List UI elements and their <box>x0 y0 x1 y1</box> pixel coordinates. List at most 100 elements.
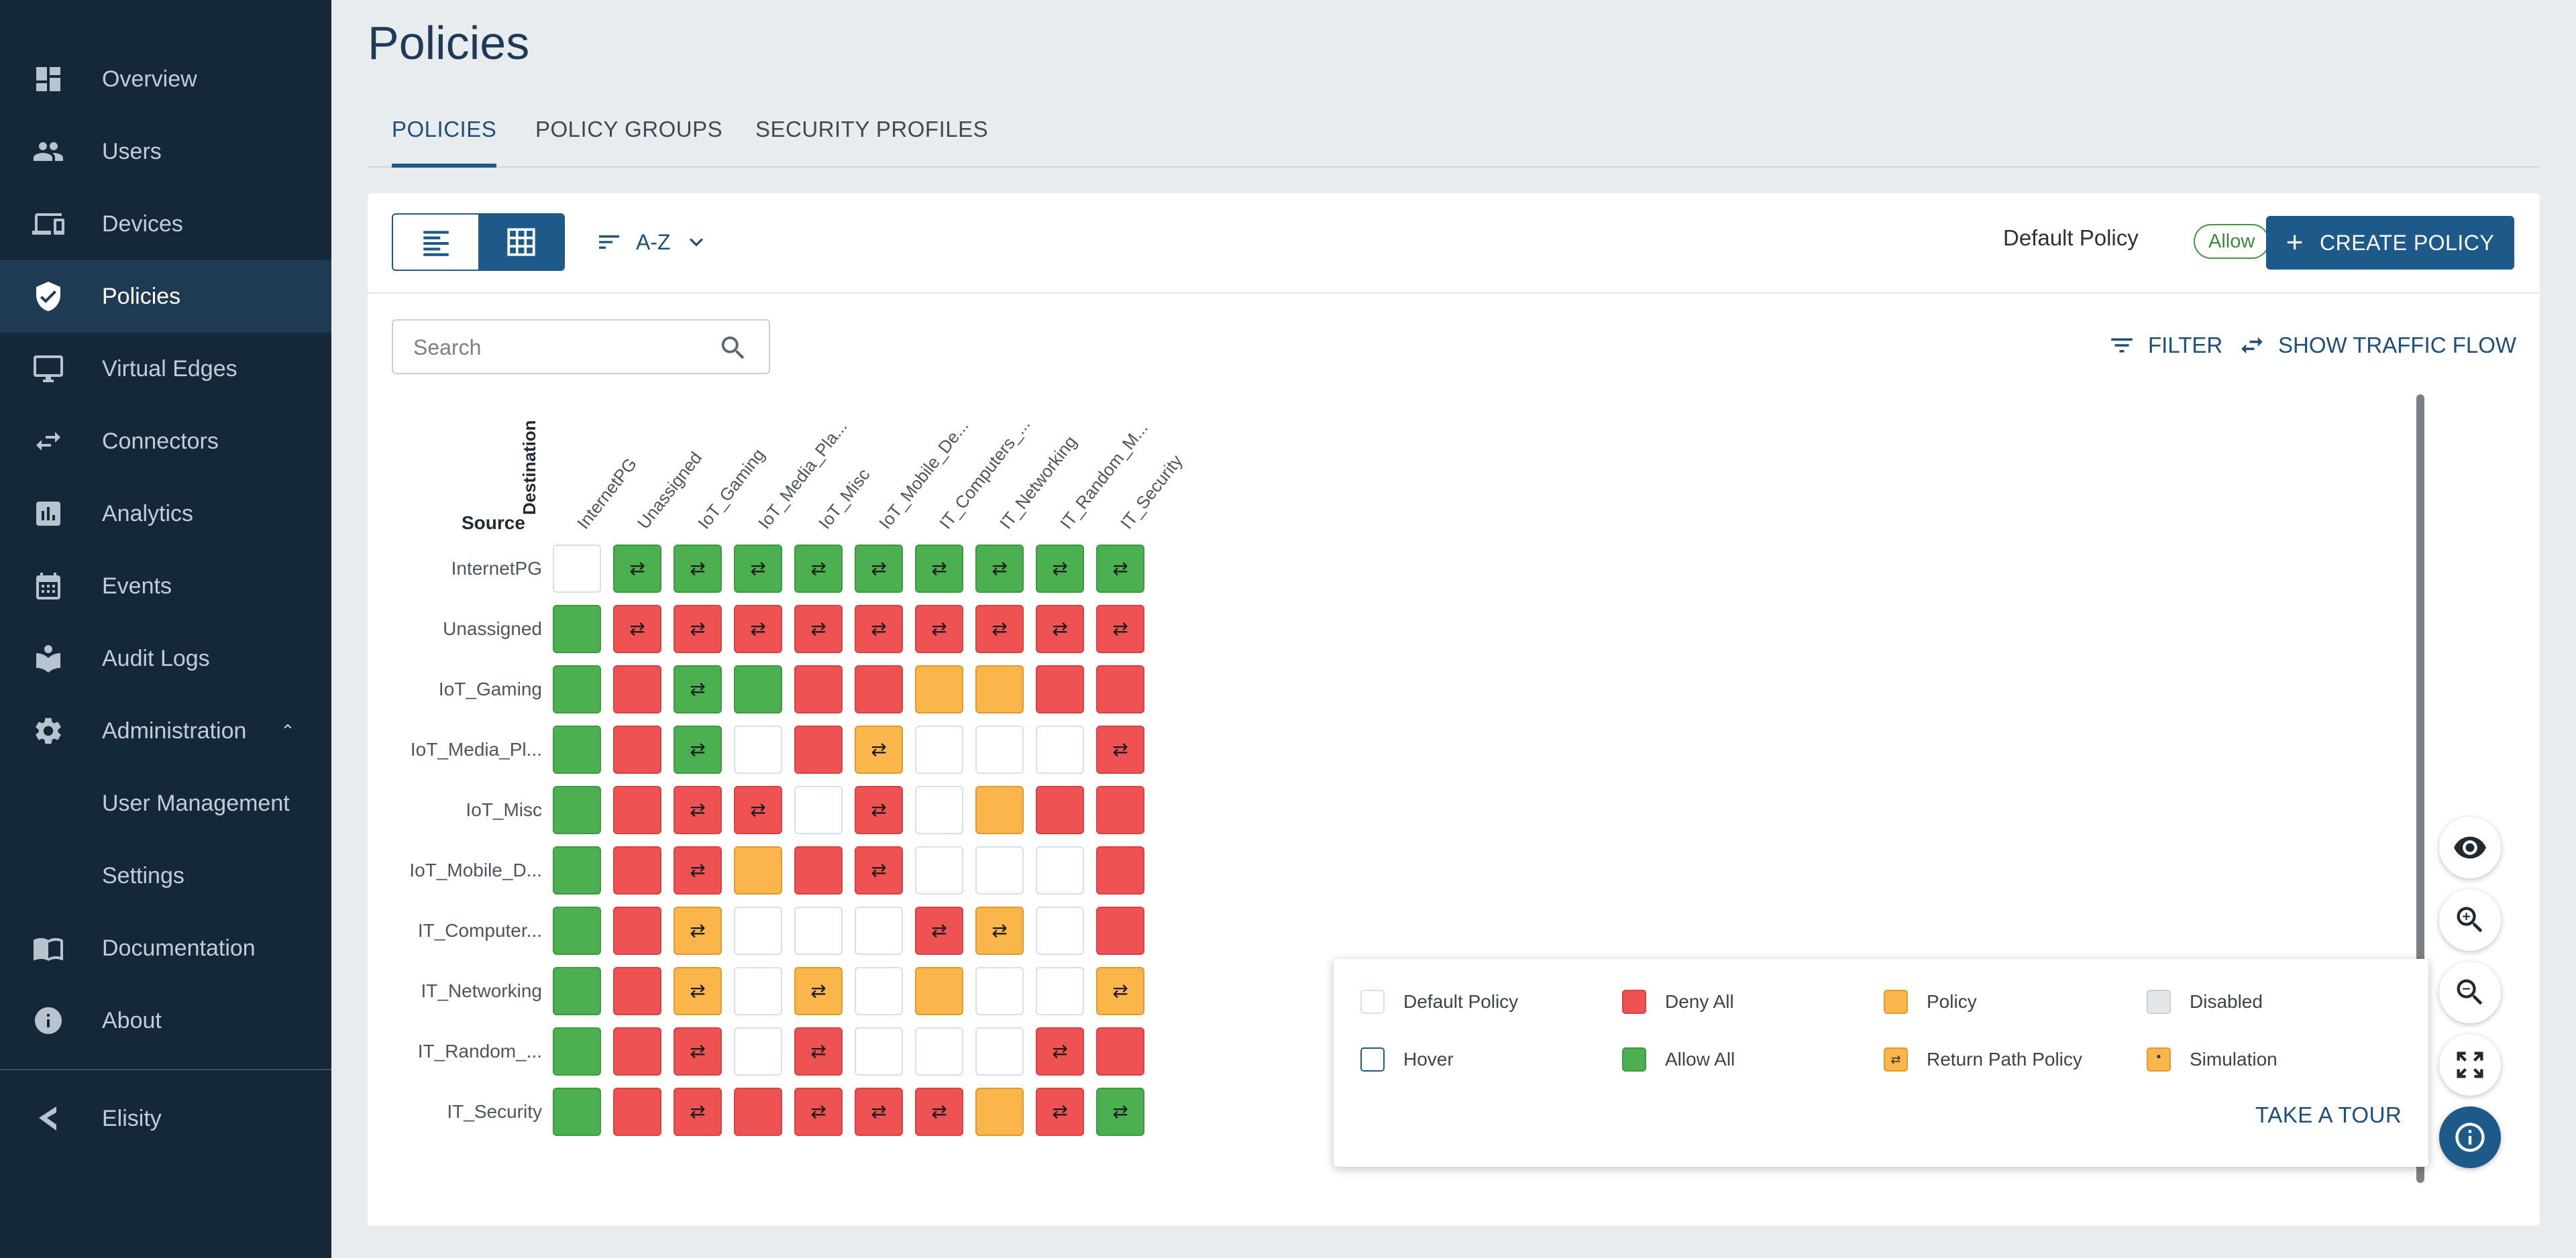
policy-cell[interactable] <box>734 726 782 774</box>
policy-cell[interactable]: ⇄ <box>674 846 722 895</box>
column-header[interactable]: IoT_Misc <box>814 464 874 533</box>
policy-cell[interactable]: ⇄ <box>855 545 903 593</box>
create-policy-button[interactable]: + CREATE POLICY <box>2266 216 2514 270</box>
policy-cell[interactable] <box>794 786 843 834</box>
policy-cell[interactable]: ⇄ <box>674 605 722 653</box>
policy-cell[interactable] <box>1096 1027 1144 1076</box>
policy-cell[interactable]: ⇄ <box>855 726 903 774</box>
policy-cell[interactable] <box>794 665 843 713</box>
policy-cell[interactable] <box>613 967 661 1015</box>
row-header[interactable]: IT_Networking <box>421 980 542 1001</box>
policy-cell[interactable]: ⇄ <box>674 967 722 1015</box>
policy-cell[interactable] <box>794 907 843 955</box>
info-button[interactable] <box>2439 1106 2501 1168</box>
policy-cell[interactable] <box>734 907 782 955</box>
sort-dropdown[interactable]: A-Z <box>596 224 710 260</box>
policy-cell[interactable]: ⇄ <box>794 1027 843 1076</box>
sidebar-item-analytics[interactable]: Analytics <box>0 477 331 550</box>
policy-cell[interactable] <box>613 1088 661 1136</box>
policy-cell[interactable] <box>975 726 1024 774</box>
sidebar-item-events[interactable]: Events <box>0 550 331 622</box>
policy-cell[interactable] <box>915 967 963 1015</box>
policy-cell[interactable]: ⇄ <box>1096 967 1144 1015</box>
sidebar-item-virtual-edges[interactable]: Virtual Edges <box>0 333 331 405</box>
row-header[interactable]: IT_Computer... <box>417 920 542 941</box>
policy-cell[interactable]: ⇄ <box>734 545 782 593</box>
policy-cell[interactable]: ⇄ <box>1036 1088 1084 1136</box>
policy-cell[interactable]: ⇄ <box>855 605 903 653</box>
policy-cell[interactable]: ⇄ <box>794 605 843 653</box>
policy-cell[interactable] <box>1036 726 1084 774</box>
policy-cell[interactable] <box>1036 846 1084 895</box>
sidebar-item-policies[interactable]: Policies <box>0 260 331 333</box>
policy-cell[interactable] <box>553 665 601 713</box>
filter-button[interactable]: FILTER <box>2108 331 2222 359</box>
policy-cell[interactable]: ⇄ <box>794 1088 843 1136</box>
policy-cell[interactable]: ⇄ <box>1096 1088 1144 1136</box>
policy-cell[interactable] <box>1036 665 1084 713</box>
policy-cell[interactable] <box>855 907 903 955</box>
policy-cell[interactable] <box>553 786 601 834</box>
search-icon[interactable] <box>718 333 749 363</box>
policy-cell[interactable] <box>915 846 963 895</box>
policy-cell[interactable] <box>975 967 1024 1015</box>
zoom-in-button[interactable] <box>2439 889 2501 951</box>
policy-cell[interactable] <box>613 726 661 774</box>
grid-view-button[interactable] <box>478 215 564 270</box>
policy-cell[interactable] <box>1096 786 1144 834</box>
policy-cell[interactable]: ⇄ <box>975 545 1024 593</box>
policy-cell[interactable]: ⇄ <box>674 1027 722 1076</box>
tab-policy-groups[interactable]: POLICY GROUPS <box>535 117 723 141</box>
row-header[interactable]: IoT_Gaming <box>438 679 542 699</box>
policy-cell[interactable]: ⇄ <box>915 907 963 955</box>
policy-cell[interactable]: ⇄ <box>975 907 1024 955</box>
visibility-button[interactable] <box>2439 817 2501 878</box>
sidebar-item-overview[interactable]: Overview <box>0 43 331 115</box>
policy-cell[interactable]: ⇄ <box>674 726 722 774</box>
policy-cell[interactable] <box>553 846 601 895</box>
policy-cell[interactable] <box>734 846 782 895</box>
policy-cell[interactable] <box>1036 907 1084 955</box>
policy-cell[interactable]: ⇄ <box>1096 545 1144 593</box>
policy-cell[interactable]: ⇄ <box>674 665 722 713</box>
policy-cell[interactable]: ⇄ <box>915 545 963 593</box>
policy-cell[interactable]: ⇄ <box>674 786 722 834</box>
sidebar-item-connectors[interactable]: Connectors <box>0 405 331 477</box>
policy-cell[interactable] <box>1036 967 1084 1015</box>
show-traffic-flow-button[interactable]: SHOW TRAFFIC FLOW <box>2238 331 2516 359</box>
sidebar-item-administration[interactable]: Administration ⌃ <box>0 695 331 767</box>
policy-cell[interactable] <box>915 665 963 713</box>
policy-cell[interactable]: ⇄ <box>855 786 903 834</box>
policy-cell[interactable] <box>975 1027 1024 1076</box>
policy-cell[interactable] <box>1096 846 1144 895</box>
policy-cell[interactable]: ⇄ <box>915 605 963 653</box>
sidebar-item-about[interactable]: About <box>0 984 331 1057</box>
policy-cell[interactable]: ⇄ <box>734 786 782 834</box>
policy-cell[interactable] <box>553 1088 601 1136</box>
policy-cell[interactable] <box>553 545 601 593</box>
chevron-up-icon[interactable]: ⌃ <box>280 720 295 741</box>
policy-cell[interactable]: ⇄ <box>1036 605 1084 653</box>
take-a-tour-button[interactable]: TAKE A TOUR <box>2255 1102 2402 1127</box>
row-header[interactable]: IoT_Media_Pl... <box>410 739 542 760</box>
sidebar-item-settings[interactable]: Settings <box>0 840 331 912</box>
policy-cell[interactable]: ⇄ <box>674 545 722 593</box>
policy-cell[interactable] <box>975 846 1024 895</box>
row-header[interactable]: IT_Security <box>447 1101 542 1122</box>
policy-cell[interactable]: ⇄ <box>855 1088 903 1136</box>
row-header[interactable]: IT_Random_... <box>417 1041 542 1062</box>
policy-cell[interactable] <box>734 665 782 713</box>
policy-cell[interactable] <box>553 1027 601 1076</box>
policy-cell[interactable] <box>734 1027 782 1076</box>
policy-cell[interactable] <box>855 967 903 1015</box>
policy-cell[interactable] <box>734 967 782 1015</box>
brand-elisity[interactable]: Elisity <box>0 1082 331 1155</box>
row-header[interactable]: IoT_Misc <box>466 799 542 820</box>
policy-cell[interactable]: ⇄ <box>674 1088 722 1136</box>
policy-cell[interactable] <box>613 786 661 834</box>
search-input[interactable] <box>413 333 702 362</box>
policy-cell[interactable] <box>975 665 1024 713</box>
sidebar-item-documentation[interactable]: Documentation <box>0 912 331 984</box>
policy-cell[interactable] <box>915 1027 963 1076</box>
policy-cell[interactable]: ⇄ <box>1096 726 1144 774</box>
